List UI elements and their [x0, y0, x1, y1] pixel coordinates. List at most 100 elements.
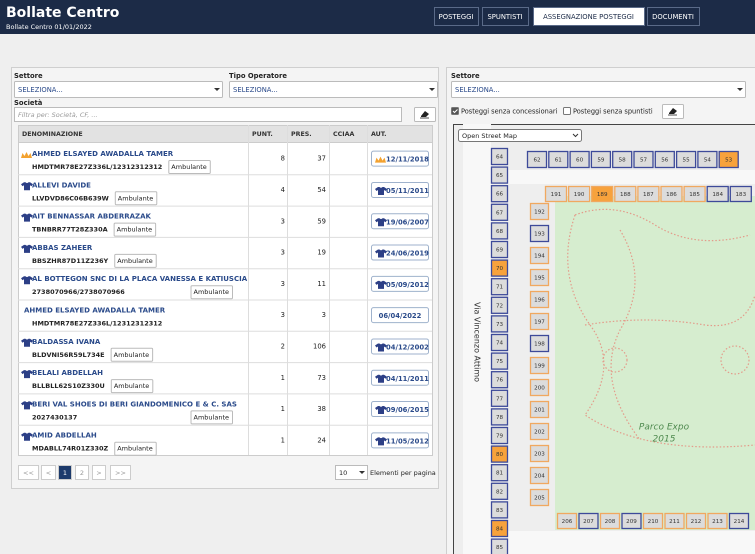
stall[interactable]	[675, 150, 697, 169]
stall[interactable]	[529, 224, 550, 243]
stall[interactable]	[706, 185, 729, 203]
aut-button[interactable]	[371, 244, 429, 261]
nav-button[interactable]	[647, 7, 700, 26]
stall[interactable]	[490, 278, 509, 296]
stall[interactable]	[490, 482, 509, 500]
stall[interactable]	[490, 371, 509, 389]
page-button[interactable]	[58, 465, 72, 480]
stall[interactable]	[490, 166, 509, 184]
stall[interactable]	[707, 512, 728, 530]
aut-button[interactable]	[371, 369, 429, 386]
stall[interactable]	[490, 315, 509, 333]
aut-button[interactable]	[371, 275, 429, 292]
stall[interactable]	[729, 185, 752, 203]
stall[interactable]	[578, 512, 599, 530]
page-button[interactable]	[75, 465, 89, 480]
stall[interactable]	[490, 445, 509, 463]
input-placeholder: Filtra per: Società, CF, ...	[18, 111, 98, 119]
stall[interactable]	[642, 512, 664, 530]
stall[interactable]	[490, 203, 509, 221]
stall[interactable]	[490, 464, 509, 482]
checkmark	[452, 109, 458, 114]
page-button[interactable]	[92, 465, 106, 480]
stall[interactable]	[529, 268, 550, 287]
aut-button[interactable]	[371, 338, 429, 355]
stall[interactable]	[490, 426, 509, 445]
stall[interactable]	[599, 512, 621, 530]
stall[interactable]	[697, 150, 718, 169]
tipo-select[interactable]	[229, 81, 438, 98]
aut-button[interactable]	[371, 432, 429, 449]
checkbox[interactable]	[563, 107, 571, 115]
stall[interactable]	[529, 466, 550, 485]
stall[interactable]	[569, 150, 590, 169]
stall[interactable]	[654, 150, 675, 169]
stall[interactable]	[728, 512, 750, 530]
stall[interactable]	[529, 334, 550, 353]
page-button[interactable]	[41, 465, 56, 480]
stall[interactable]	[490, 408, 509, 426]
stall[interactable]	[529, 400, 550, 419]
select-arrow	[737, 88, 743, 91]
settore-select[interactable]	[14, 81, 223, 98]
stall[interactable]	[718, 150, 739, 169]
stall[interactable]	[490, 538, 509, 554]
aut-button[interactable]	[371, 213, 429, 230]
stall[interactable]	[529, 356, 550, 375]
checkbox[interactable]	[451, 107, 459, 115]
stall[interactable]	[490, 352, 509, 370]
page-button[interactable]	[18, 465, 39, 480]
nav-button[interactable]	[482, 7, 529, 26]
stall[interactable]	[490, 519, 509, 538]
stall[interactable]	[490, 147, 509, 166]
stall[interactable]	[490, 296, 509, 314]
stall-number: 62	[533, 158, 540, 164]
stall[interactable]	[490, 259, 509, 277]
stall[interactable]	[526, 150, 548, 169]
stall[interactable]	[529, 378, 550, 397]
aut-button[interactable]	[371, 401, 429, 418]
stall[interactable]	[660, 185, 683, 203]
stall[interactable]	[490, 501, 509, 519]
stall[interactable]	[544, 185, 568, 203]
stall[interactable]	[567, 185, 591, 203]
pres-value: 3	[322, 311, 326, 319]
stall[interactable]	[490, 389, 509, 407]
stall[interactable]	[637, 185, 660, 203]
map-layer-select[interactable]	[458, 129, 582, 142]
societa-input[interactable]	[14, 107, 402, 122]
aut-button[interactable]	[371, 307, 429, 324]
stall[interactable]	[529, 312, 550, 331]
stall[interactable]	[621, 512, 642, 530]
stall[interactable]	[548, 150, 569, 169]
stall[interactable]	[490, 185, 509, 203]
punt-value: 1	[281, 436, 285, 444]
checkbox-label: Posteggi senza spuntisti	[573, 108, 653, 116]
stall[interactable]	[591, 185, 614, 203]
stall[interactable]	[490, 333, 509, 352]
stall[interactable]	[529, 444, 550, 463]
stall[interactable]	[590, 150, 612, 169]
stall[interactable]	[685, 512, 707, 530]
settore-select[interactable]	[451, 81, 746, 98]
stall[interactable]	[529, 422, 550, 441]
stall[interactable]	[556, 512, 578, 530]
stall[interactable]	[612, 150, 633, 169]
nav-button[interactable]	[434, 7, 479, 26]
page-button[interactable]	[110, 465, 131, 480]
stall[interactable]	[529, 290, 550, 309]
aut-button[interactable]	[371, 181, 429, 198]
stall[interactable]	[683, 185, 706, 203]
stall[interactable]	[529, 202, 550, 221]
page-size-select[interactable]	[335, 465, 368, 480]
stall[interactable]	[490, 240, 509, 259]
stall[interactable]	[529, 488, 550, 507]
nav-label: POSTEGGI	[439, 13, 474, 21]
nav-button[interactable]	[533, 7, 645, 26]
stall-number: 80	[496, 452, 504, 458]
stall[interactable]	[614, 185, 637, 203]
stall[interactable]	[633, 150, 654, 169]
stall[interactable]	[664, 512, 685, 530]
stall[interactable]	[529, 246, 550, 265]
stall[interactable]	[490, 222, 509, 240]
